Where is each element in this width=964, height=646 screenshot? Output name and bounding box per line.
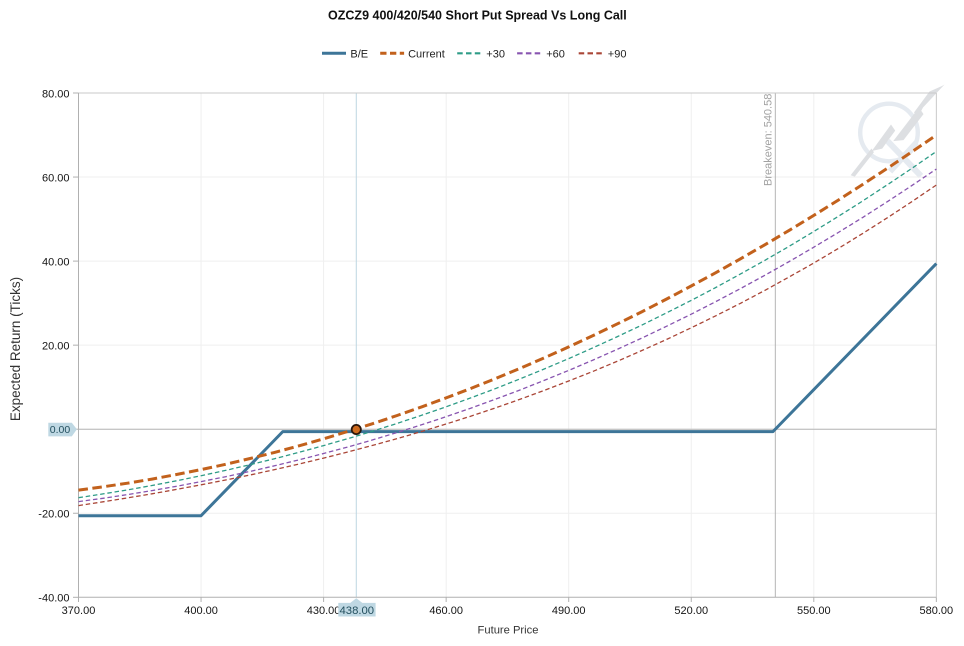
svg-text:-40.00: -40.00	[38, 593, 69, 605]
svg-text:0.00: 0.00	[50, 424, 71, 436]
svg-text:Future Price: Future Price	[478, 625, 539, 637]
svg-text:438.00: 438.00	[340, 605, 375, 617]
svg-text:580.00: 580.00	[920, 605, 954, 617]
svg-text:460.00: 460.00	[429, 605, 463, 617]
svg-text:Breakeven: 540.58: Breakeven: 540.58	[763, 94, 775, 186]
svg-text:+60: +60	[546, 48, 565, 60]
svg-text:490.00: 490.00	[552, 605, 586, 617]
svg-text:400.00: 400.00	[184, 605, 218, 617]
svg-text:OZCZ9 400/420/540 Short Put Sp: OZCZ9 400/420/540 Short Put Spread Vs Lo…	[328, 9, 627, 23]
svg-text:-20.00: -20.00	[38, 509, 69, 521]
svg-text:+90: +90	[608, 48, 627, 60]
svg-text:Expected Return (Ticks): Expected Return (Ticks)	[8, 277, 23, 421]
svg-text:430.00: 430.00	[307, 605, 341, 617]
svg-text:+30: +30	[486, 48, 505, 60]
svg-text:60.00: 60.00	[42, 172, 70, 184]
svg-text:Current: Current	[408, 48, 445, 60]
svg-text:40.00: 40.00	[42, 256, 70, 268]
svg-text:520.00: 520.00	[674, 605, 708, 617]
svg-text:80.00: 80.00	[42, 88, 70, 100]
svg-text:20.00: 20.00	[42, 340, 70, 352]
svg-text:370.00: 370.00	[62, 605, 96, 617]
svg-text:550.00: 550.00	[797, 605, 831, 617]
svg-text:B/E: B/E	[350, 48, 368, 60]
